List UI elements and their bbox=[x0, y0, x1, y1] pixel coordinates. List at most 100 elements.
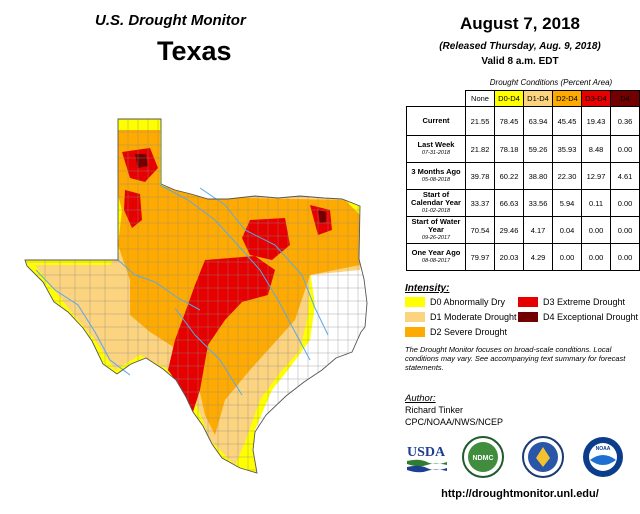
d4-area bbox=[135, 154, 148, 168]
col-d3-d4: D3-D4 bbox=[581, 90, 611, 107]
row-label: Start of Calendar Year 01-02-2018 bbox=[406, 189, 466, 217]
author-org: CPC/NOAA/NWS/NCEP bbox=[405, 417, 504, 427]
table-row: Start of Water Year 09-26-2017 70.54 29.46 4… bbox=[406, 216, 640, 244]
legend-label-d4: D4 Exceptional Drought bbox=[543, 312, 639, 322]
table-cell: 33.37 bbox=[465, 189, 495, 217]
ndmc-logo: NDMC bbox=[462, 436, 504, 478]
row-date: 08-08-2017 bbox=[421, 258, 451, 264]
table-row: 3 Months Ago 05-08-2018 39.78 60.22 38.80 22.… bbox=[406, 162, 640, 190]
table-cell: 12.97 bbox=[581, 162, 611, 190]
commerce-seal bbox=[522, 436, 564, 478]
table-cell: 63.94 bbox=[523, 106, 553, 136]
table-cell: 0.00 bbox=[581, 243, 611, 271]
table-cell: 22.30 bbox=[552, 162, 582, 190]
table-cell: 39.78 bbox=[465, 162, 495, 190]
map-date: August 7, 2018 bbox=[460, 14, 580, 33]
author-name: Richard Tinker bbox=[405, 405, 464, 415]
table-cell: 0.04 bbox=[552, 216, 582, 244]
table-cell: 4.17 bbox=[523, 216, 553, 244]
noaa-logo-text: NOAA bbox=[596, 446, 611, 452]
texas-drought-map bbox=[24, 118, 368, 474]
table-cell: 45.45 bbox=[552, 106, 582, 136]
usda-logo: USDA bbox=[407, 445, 447, 473]
legend-swatch-d1 bbox=[405, 312, 425, 322]
disclaimer-note: The Drought Monitor focuses on broad-sca… bbox=[405, 345, 626, 372]
row-label: Current bbox=[406, 106, 466, 136]
table-cell: 5.94 bbox=[552, 189, 582, 217]
table-cell: 78.45 bbox=[494, 106, 524, 136]
table-cell: 0.36 bbox=[610, 106, 640, 136]
table-cell: 70.54 bbox=[465, 216, 495, 244]
noaa-logo: NOAA bbox=[583, 437, 623, 477]
table-cell: 79.97 bbox=[465, 243, 495, 271]
legend-label-d0: D0 Abnormally Dry bbox=[430, 297, 506, 307]
table-cell: 66.63 bbox=[494, 189, 524, 217]
author-label: Author: bbox=[405, 393, 436, 404]
row-label-text: One Year Ago bbox=[411, 248, 461, 257]
table-cell: 35.93 bbox=[552, 135, 582, 163]
table-cell: 29.46 bbox=[494, 216, 524, 244]
table-cell: 78.18 bbox=[494, 135, 524, 163]
table-cell: 4.61 bbox=[610, 162, 640, 190]
table-cell: 38.80 bbox=[523, 162, 553, 190]
usda-logo-text: USDA bbox=[407, 445, 446, 460]
row-date: 09-26-2017 bbox=[421, 235, 451, 241]
legend-title: Intensity: bbox=[405, 283, 450, 294]
legend-swatch-d4 bbox=[518, 312, 538, 322]
table-cell: 0.00 bbox=[610, 216, 640, 244]
row-date: 07-31-2018 bbox=[421, 150, 451, 156]
table-cell: 59.26 bbox=[523, 135, 553, 163]
table-cell: 33.56 bbox=[523, 189, 553, 217]
rivers bbox=[35, 184, 329, 396]
table-cell: 0.11 bbox=[581, 189, 611, 217]
table-cell: 0.00 bbox=[610, 135, 640, 163]
row-label-text: Start of Water Year bbox=[411, 217, 461, 234]
legend-swatch-d3 bbox=[518, 297, 538, 307]
row-label-text: Last Week bbox=[417, 140, 455, 149]
table-cell: 8.48 bbox=[581, 135, 611, 163]
table-cell: 19.43 bbox=[581, 106, 611, 136]
monitor-title: U.S. Drought Monitor bbox=[95, 12, 246, 29]
table-row: Last Week 07-31-2018 21.82 78.18 59.26 35.93 8… bbox=[406, 135, 640, 163]
table-cell: 21.82 bbox=[465, 135, 495, 163]
row-label: One Year Ago 08-08-2017 bbox=[406, 243, 466, 271]
table-cell: 0.00 bbox=[552, 243, 582, 271]
state-title: Texas bbox=[157, 36, 232, 66]
table-cell: 0.00 bbox=[610, 189, 640, 217]
row-date: 01-02-2018 bbox=[421, 208, 451, 214]
row-label: Last Week 07-31-2018 bbox=[406, 135, 466, 163]
legend-swatch-d0 bbox=[405, 297, 425, 307]
table-row: Start of Calendar Year 01-02-2018 33.37 66.… bbox=[406, 189, 640, 217]
table-cell: 0.00 bbox=[610, 243, 640, 271]
d4-area-northeast bbox=[318, 210, 326, 223]
row-label-text: 3 Months Ago bbox=[411, 167, 461, 176]
release-date: (Released Thursday, Aug. 9, 2018) bbox=[439, 41, 601, 52]
col-d2-d4: D2-D4 bbox=[552, 90, 582, 107]
col-d4: D4 bbox=[610, 90, 640, 107]
legend-label-d1: D1 Moderate Drought bbox=[430, 312, 517, 322]
col-d0-d4: D0-D4 bbox=[494, 90, 524, 107]
table-cell: 21.55 bbox=[465, 106, 495, 136]
row-label-text: Start of Calendar Year bbox=[411, 190, 461, 207]
ndmc-logo-text: NDMC bbox=[473, 455, 494, 462]
table-row: One Year Ago 08-08-2017 79.97 20.03 4.29 0.00… bbox=[406, 243, 640, 271]
table-caption: Drought Conditions (Percent Area) bbox=[489, 78, 613, 87]
row-label: Start of Water Year 09-26-2017 bbox=[406, 216, 466, 244]
valid-time: Valid 8 a.m. EDT bbox=[481, 56, 559, 67]
table-cell: 0.00 bbox=[581, 216, 611, 244]
legend-swatch-d2 bbox=[405, 327, 425, 337]
row-date: 05-08-2018 bbox=[421, 177, 451, 183]
table-corner bbox=[406, 90, 466, 107]
legend-label-d2: D2 Severe Drought bbox=[430, 327, 508, 337]
col-d1-d4: D1-D4 bbox=[523, 90, 553, 107]
state-border bbox=[24, 118, 368, 474]
row-label: 3 Months Ago 05-08-2018 bbox=[406, 162, 466, 190]
drought-monitor-link[interactable]: http://droughtmonitor.unl.edu/ bbox=[441, 488, 599, 500]
table-header-row: None D0-D4 D1-D4 D2-D4 D3-D4 D4 bbox=[406, 90, 640, 107]
legend-label-d3: D3 Extreme Drought bbox=[543, 297, 626, 307]
row-label-text: Current bbox=[422, 116, 450, 125]
table-cell: 4.29 bbox=[523, 243, 553, 271]
d3-area-central bbox=[168, 256, 275, 415]
d3-area-north bbox=[124, 190, 142, 228]
col-none: None bbox=[465, 90, 495, 107]
